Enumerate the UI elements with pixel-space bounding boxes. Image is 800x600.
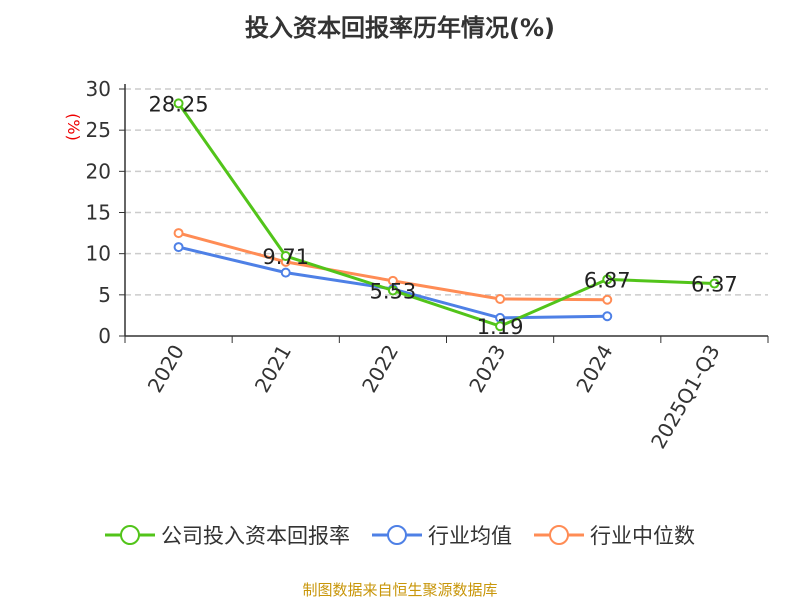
x-tick-label: 2022: [357, 341, 403, 397]
legend-item[interactable]: 行业均值: [372, 520, 512, 550]
data-point: [280, 267, 291, 278]
y-tick-label: 10: [86, 242, 111, 266]
data-label: 9.71: [262, 245, 309, 269]
legend-line-icon: [372, 525, 422, 545]
data-label: 6.87: [584, 268, 631, 292]
data-point: [495, 293, 506, 304]
x-tick-label: 2023: [464, 341, 510, 397]
data-label: 28.25: [149, 92, 209, 116]
legend-label: 行业均值: [428, 524, 512, 548]
data-point: [173, 242, 184, 253]
x-tick-label: 2025Q1-Q3: [646, 341, 725, 453]
data-point: [602, 274, 613, 285]
data-point: [387, 285, 398, 296]
data-point: [173, 228, 184, 239]
legend-item[interactable]: 行业中位数: [534, 520, 695, 550]
y-tick-label: 15: [86, 201, 111, 225]
data-label: 6.37: [691, 273, 738, 297]
data-point: [709, 278, 720, 289]
data-point: [280, 251, 291, 262]
chart-title: 投入资本回报率历年情况(%): [245, 14, 555, 42]
y-tick-label: 25: [86, 118, 111, 142]
data-point: [173, 98, 184, 109]
legend-item[interactable]: 公司投入资本回报率: [105, 520, 350, 550]
legend-line-icon: [534, 525, 584, 545]
series-line: [177, 102, 715, 328]
data-point: [602, 294, 613, 305]
data-point: [602, 311, 613, 322]
y-tick-label: 5: [98, 283, 111, 307]
source-note: 制图数据来自恒生聚源数据库: [302, 581, 498, 599]
x-tick-label: 2021: [250, 341, 296, 397]
y-tick-label: 20: [86, 159, 111, 183]
data-label: 1.19: [477, 315, 524, 339]
x-tick-label: 2024: [571, 341, 617, 397]
x-tick-label: 2020: [143, 341, 189, 397]
y-axis-label: (%): [64, 113, 83, 141]
legend-label: 行业中位数: [590, 524, 695, 548]
data-point: [495, 321, 506, 332]
legend: 公司投入资本回报率 行业均值 行业中位数: [0, 520, 800, 550]
data-label: 5.53: [370, 279, 417, 303]
legend-line-icon: [105, 525, 155, 545]
legend-label: 公司投入资本回报率: [161, 524, 350, 548]
y-tick-label: 0: [98, 324, 111, 348]
y-tick-label: 30: [86, 77, 111, 101]
